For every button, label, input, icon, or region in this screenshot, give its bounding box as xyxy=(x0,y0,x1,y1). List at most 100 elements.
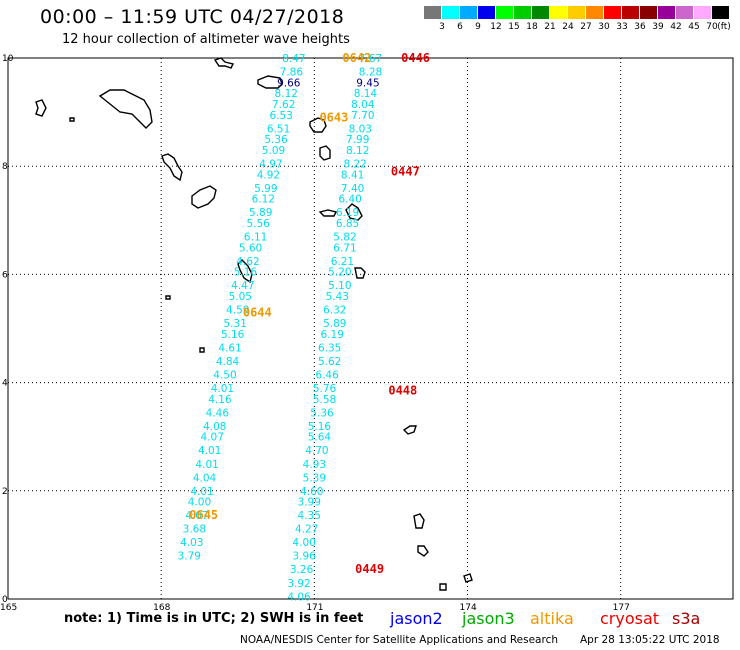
island-outline xyxy=(165,295,171,300)
legend-label: 45 xyxy=(688,22,700,32)
lat-tick-label: 6 xyxy=(2,270,8,280)
island-outline xyxy=(35,99,47,117)
wave-height-label: 5.16 xyxy=(308,421,332,433)
legend-swatch xyxy=(496,6,513,19)
wave-height-label: 5.82 xyxy=(333,232,356,244)
wave-height-label: 4.46 xyxy=(206,407,230,419)
wave-height-label: 8.47 xyxy=(282,53,305,65)
wave-height-label: 4.62 xyxy=(236,256,259,268)
wave-height-label: 6.21 xyxy=(331,256,354,268)
lat-tick-label: 10 xyxy=(2,54,14,64)
legend-label: 18 xyxy=(526,22,538,32)
island-outline xyxy=(69,117,75,122)
satellite-label: cryosat xyxy=(600,609,660,628)
island-outline xyxy=(417,545,429,557)
lat-tick-label: 0 xyxy=(2,595,8,605)
legend-swatch xyxy=(478,6,495,19)
wave-height-label: 4.47 xyxy=(231,280,254,292)
legend-swatch xyxy=(532,6,549,19)
wave-height-label: 3.99 xyxy=(298,497,321,509)
legend-swatch xyxy=(550,6,567,19)
legend-label: 33 xyxy=(616,22,628,32)
wave-height-label: 4.01 xyxy=(195,459,218,471)
legend-label: 42 xyxy=(670,22,682,32)
wave-height-label: 7.62 xyxy=(272,99,295,111)
pass-time-label: 0446 xyxy=(401,51,430,65)
wave-height-label: 4.84 xyxy=(216,356,240,368)
wave-height-label: 3.96 xyxy=(292,551,316,563)
pass-time-label: 0447 xyxy=(391,165,420,179)
legend-swatch xyxy=(676,6,693,19)
wave-height-label: 4.93 xyxy=(303,459,326,471)
lon-tick-label: 171 xyxy=(306,603,323,613)
wave-height-label: 4.35 xyxy=(298,510,321,522)
wave-height-label: 4.07 xyxy=(201,432,224,444)
legend-label: 15 xyxy=(508,22,520,32)
satellite-label: jason3 xyxy=(462,609,515,628)
wave-height-label: 7.40 xyxy=(341,183,364,195)
wave-height-label: 5.64 xyxy=(308,432,332,444)
wave-height-label: 3.79 xyxy=(178,551,201,563)
footer-note: note: 1) Time is in UTC; 2) SWH is in fe… xyxy=(64,611,364,626)
wave-height-label: 5.16 xyxy=(221,329,245,341)
island-outline xyxy=(257,75,283,89)
wave-height-label: 5.16 xyxy=(234,267,258,279)
wave-height-label: 4.61 xyxy=(218,342,241,354)
wave-height-label: 8.12 xyxy=(275,88,298,100)
wave-height-label: 6.40 xyxy=(338,194,361,206)
wave-height-label: 5.99 xyxy=(254,183,277,195)
satellite-label: jason2 xyxy=(390,609,443,628)
wave-height-label: 6.32 xyxy=(323,305,346,317)
page-subtitle: 12 hour collection of altimeter wave hei… xyxy=(62,32,350,47)
wave-height-label: 4.27 xyxy=(295,524,318,536)
wave-height-label: 8.28 xyxy=(359,67,382,79)
island-outline xyxy=(463,573,473,583)
wave-height-label: 8.04 xyxy=(351,99,375,111)
lon-tick-label: 174 xyxy=(460,603,477,613)
wave-height-label: 3.26 xyxy=(290,564,314,576)
wave-height-label: 9.66 xyxy=(277,77,301,89)
wave-height-label: 5.09 xyxy=(262,145,285,157)
wave-height-label: 4.16 xyxy=(208,394,232,406)
island-outline xyxy=(354,267,366,279)
island-outline xyxy=(413,513,425,529)
wave-height-label: 4.60 xyxy=(300,486,323,498)
wave-height-label: 5.76 xyxy=(313,383,337,395)
wave-height-label: 4.59 xyxy=(226,305,249,317)
legend-swatch xyxy=(640,6,657,19)
lat-tick-label: 4 xyxy=(2,379,8,389)
island-outline xyxy=(318,209,338,217)
pass-time-label: 0449 xyxy=(355,562,384,576)
satellite-label: altika xyxy=(530,609,574,628)
wave-height-label: 8.03 xyxy=(349,123,372,135)
legend-swatch xyxy=(694,6,711,19)
wave-height-label: 6.35 xyxy=(318,342,341,354)
island-outline xyxy=(98,89,153,129)
legend-label: 3 xyxy=(439,22,445,32)
legend-label: 39 xyxy=(652,22,664,32)
wave-height-label: 6.11 xyxy=(244,232,267,244)
wave-height-label: 8.41 xyxy=(341,169,364,181)
legend-swatch xyxy=(460,6,477,19)
wave-height-label: 5.05 xyxy=(229,291,252,303)
legend-label: 6 xyxy=(457,22,463,32)
page-title: 00:00 – 11:59 UTC 04/27/2018 xyxy=(40,6,345,28)
wave-height-label: 4.08 xyxy=(203,421,226,433)
timestamp-text: Apr 28 13:05:22 UTC 2018 xyxy=(580,634,720,646)
legend-label: 9 xyxy=(475,22,481,32)
island-outline xyxy=(319,145,331,161)
legend-label: 27 xyxy=(580,22,592,32)
wave-height-label: 5.43 xyxy=(326,291,349,303)
legend-swatch xyxy=(712,6,729,19)
wave-height-label: 4.03 xyxy=(180,537,203,549)
legend-swatch xyxy=(604,6,621,19)
wave-height-label: 7.99 xyxy=(346,134,369,146)
pass-time-label: 0645 xyxy=(189,508,218,522)
wave-height-label: 6.12 xyxy=(252,194,275,206)
wave-height-label: 4.92 xyxy=(257,169,280,181)
legend-label: 12 xyxy=(490,22,502,32)
island-outline xyxy=(345,203,363,221)
wave-height-label: 3.68 xyxy=(183,524,206,536)
legend-label: 36 xyxy=(634,22,646,32)
legend-swatch xyxy=(622,6,639,19)
